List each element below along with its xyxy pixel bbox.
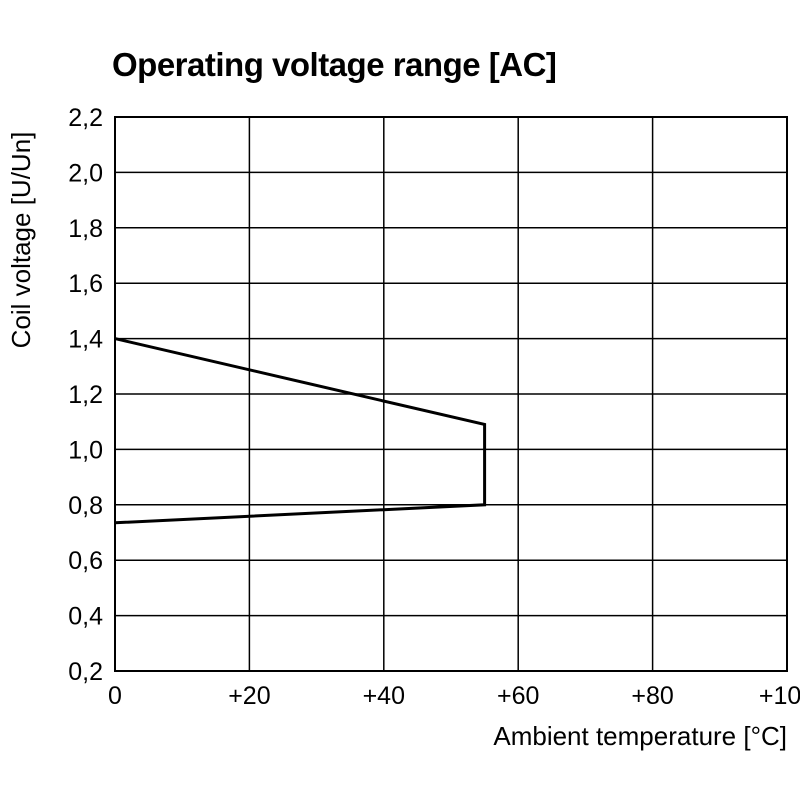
y-tick-label: 1,6 — [68, 270, 103, 298]
y-tick-label: 0,2 — [68, 658, 103, 686]
x-tick-label: 0 — [108, 682, 122, 710]
y-tick-label: 0,6 — [68, 547, 103, 575]
y-tick-label: 1,4 — [68, 326, 103, 354]
chart-area: Coil voltage [U/Un] Ambient temperature … — [0, 100, 800, 800]
x-tick-label: +80 — [631, 682, 673, 710]
data-line-operating-voltage-envelope — [114, 337, 487, 525]
y-tick-label: 0,8 — [68, 492, 103, 520]
grid-layer — [114, 116, 788, 672]
chart-title: Operating voltage range [AC] — [112, 46, 557, 83]
plot-border — [114, 116, 788, 672]
x-tick-label: +60 — [497, 682, 539, 710]
series-layer — [114, 337, 487, 525]
x-tick-label: +100 — [759, 682, 800, 710]
y-tick-label: 1,2 — [68, 381, 103, 409]
tick-labels-layer: 0 +20 +40 +60 +80 +100 2,2 2,0 1,8 1,6 1,4 1,2 1,0 0,… — [68, 104, 800, 710]
y-tick-label: 2,0 — [68, 159, 103, 187]
y-tick-label: 1,0 — [68, 436, 103, 464]
x-tick-label: +20 — [228, 682, 270, 710]
y-tick-label: 1,8 — [68, 215, 103, 243]
x-axis-label: Ambient temperature [°C] — [493, 721, 787, 751]
y-tick-label: 2,2 — [68, 104, 103, 132]
y-tick-label: 0,4 — [68, 603, 103, 631]
y-axis-label: Coil voltage [U/Un] — [6, 132, 36, 349]
chart-svg: Coil voltage [U/Un] Ambient temperature … — [6, 104, 800, 751]
x-tick-label: +40 — [363, 682, 405, 710]
